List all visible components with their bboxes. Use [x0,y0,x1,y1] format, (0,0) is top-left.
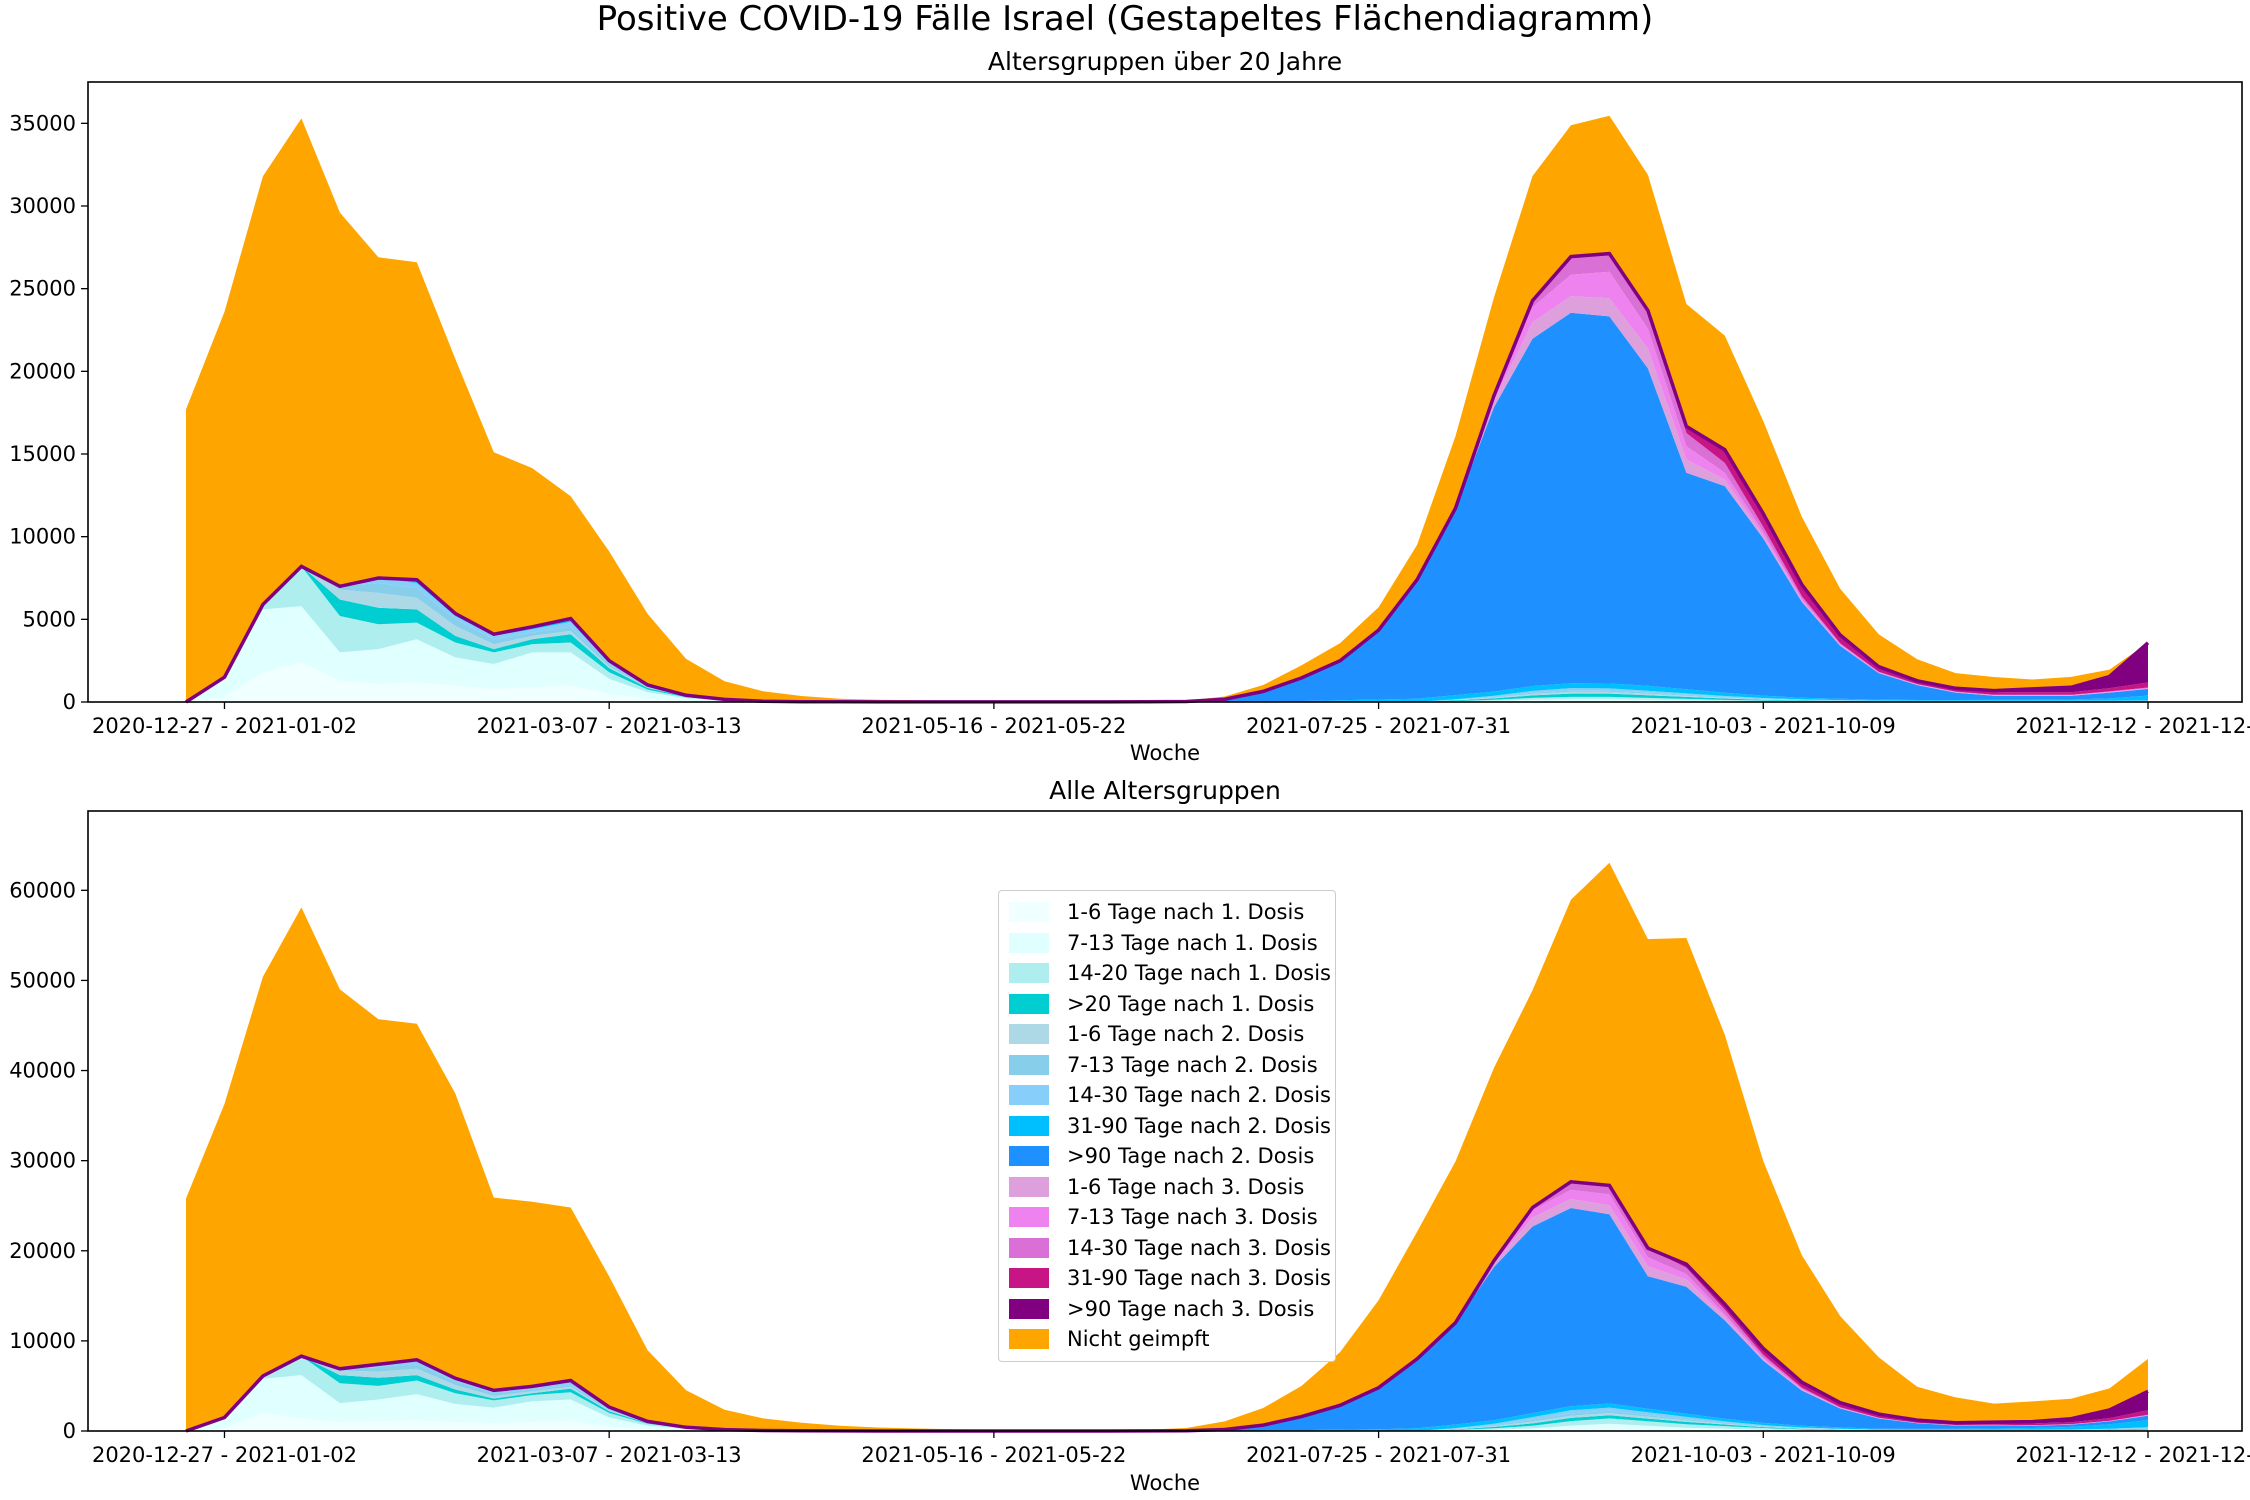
legend: 1-6 Tage nach 1. Dosis 7-13 Tage nach 1. … [998,890,1336,1362]
legend-swatch [1009,1268,1049,1289]
legend-label: 7-13 Tage nach 3. Dosis [1067,1205,1318,1230]
area-14-30-tage-nach-2-dosis-top [186,566,2148,702]
chart-subtitle-top: Altersgruppen über 20 Jahre [988,47,1342,76]
legend-entry-14-30-tage-nach-3-dosis: 14-30 Tage nach 3. Dosis [1009,1233,1331,1264]
y-axis-top: 0 5000 10000 15000 20000 25000 30000 35000 [9,111,88,714]
legend-entry-7-13-tage-nach-2-dosis: 7-13 Tage nach 2. Dosis [1009,1050,1325,1081]
x-axis-label-bottom: Woche [1130,1471,1200,1495]
x-tick-label: 2020-12-27 - 2021-01-02 [92,714,357,738]
area-90-tage-nach-2-dosis-top [186,312,2148,702]
legend-entry-1-6-tage-nach-3-dosis: 1-6 Tage nach 3. Dosis [1009,1172,1325,1203]
legend-swatch [1009,902,1049,923]
x-tick-label: 2021-03-07 - 2021-03-13 [477,1443,742,1467]
legend-entry-7-13-tage-nach-3-dosis: 7-13 Tage nach 3. Dosis [1009,1202,1325,1233]
legend-entry-31-90-tage-nach-2-dosis: 31-90 Tage nach 2. Dosis [1009,1111,1331,1142]
y-axis-bottom: 0 10000 20000 30000 40000 50000 60000 [9,878,88,1443]
legend-label: 1-6 Tage nach 1. Dosis [1067,900,1305,925]
area-1-6-tage-nach-1-dosis-top [186,662,2148,702]
legend-entry-1-6-tage-nach-1-dosis: 1-6 Tage nach 1. Dosis [1009,897,1325,928]
x-tick-label: 2021-12-12 - 2021-12-18 [2015,714,2250,738]
y-tick-label: 50000 [9,968,76,992]
x-tick-label: 2020-12-27 - 2021-01-02 [92,1443,357,1467]
legend-label: 1-6 Tage nach 3. Dosis [1067,1174,1305,1199]
plot-frame-bottom [87,810,2243,1432]
legend-entry-20-tage-nach-1-dosis: >20 Tage nach 1. Dosis [1009,989,1325,1020]
legend-swatch [1009,1054,1049,1075]
y-tick-label: 25000 [9,277,76,301]
legend-label: 7-13 Tage nach 1. Dosis [1067,930,1318,955]
plot-frame-top [87,81,2243,703]
y-tick-label: 5000 [23,607,76,631]
legend-entry-31-90-tage-nach-3-dosis: 31-90 Tage nach 3. Dosis [1009,1263,1331,1294]
area-20-tage-nach-1-dosis-bottom [186,1356,2148,1431]
legend-label: >90 Tage nach 3. Dosis [1067,1296,1315,1321]
legend-label: 14-20 Tage nach 1. Dosis [1067,961,1331,986]
legend-swatch [1009,1024,1049,1045]
legend-label: 1-6 Tage nach 2. Dosis [1067,1022,1305,1047]
y-tick-label: 30000 [9,1149,76,1173]
y-tick-label: 15000 [9,442,76,466]
legend-swatch [1009,1115,1049,1136]
area-nicht-geimpft-bottom [186,862,2148,1431]
x-tick-label: 2021-05-16 - 2021-05-22 [861,714,1126,738]
legend-swatch [1009,1207,1049,1228]
legend-swatch [1009,1146,1049,1167]
legend-label: Nicht geimpft [1067,1327,1210,1352]
y-tick-label: 10000 [9,1329,76,1353]
chart-panel-top: Altersgruppen über 20 Jahre 2020-12-27 -… [9,47,2250,765]
legend-label: >20 Tage nach 1. Dosis [1067,991,1315,1016]
legend-swatch [1009,1085,1049,1106]
legend-label: 7-13 Tage nach 2. Dosis [1067,1052,1318,1077]
y-tick-label: 30000 [9,194,76,218]
y-tick-label: 40000 [9,1059,76,1083]
legend-swatch [1009,1237,1049,1258]
x-tick-label: 2021-07-25 - 2021-07-31 [1246,1443,1511,1467]
legend-entry-7-13-tage-nach-1-dosis: 7-13 Tage nach 1. Dosis [1009,928,1325,959]
figure-title: Positive COVID-19 Fälle Israel (Gestapel… [597,0,1654,39]
legend-entry-14-30-tage-nach-2-dosis: 14-30 Tage nach 2. Dosis [1009,1080,1331,1111]
x-tick-label: 2021-10-03 - 2021-10-09 [1631,1443,1896,1467]
x-tick-label: 2021-03-07 - 2021-03-13 [477,714,742,738]
legend-label: 31-90 Tage nach 2. Dosis [1067,1113,1331,1138]
x-tick-label: 2021-07-25 - 2021-07-31 [1246,714,1511,738]
area-layers-bottom [186,862,2148,1431]
x-axis-label-top: Woche [1130,741,1200,765]
area-layers-top [186,115,2148,702]
x-tick-label: 2021-05-16 - 2021-05-22 [861,1443,1126,1467]
y-tick-label: 20000 [9,359,76,383]
legend-entry-1-6-tage-nach-2-dosis: 1-6 Tage nach 2. Dosis [1009,1019,1325,1050]
legend-label: 14-30 Tage nach 2. Dosis [1067,1083,1331,1108]
y-tick-label: 0 [63,1419,76,1443]
legend-entry-90-tage-nach-3-dosis: >90 Tage nach 3. Dosis [1009,1294,1325,1325]
y-tick-label: 20000 [9,1239,76,1263]
legend-swatch [1009,1176,1049,1197]
legend-entry-14-20-tage-nach-1-dosis: 14-20 Tage nach 1. Dosis [1009,958,1331,989]
legend-swatch [1009,993,1049,1014]
x-axis-bottom: 2020-12-27 - 2021-01-02 2021-03-07 - 2021… [92,1431,2250,1467]
x-tick-label: 2021-12-12 - 2021-12-18 [2015,1443,2250,1467]
x-axis-top: 2020-12-27 - 2021-01-02 2021-03-07 - 2021… [92,702,2250,738]
y-tick-label: 0 [63,690,76,714]
y-tick-label: 35000 [9,111,76,135]
area-1-6-tage-nach-1-dosis-bottom [186,1413,2148,1431]
legend-label: >90 Tage nach 2. Dosis [1067,1144,1315,1169]
area-31-90-tage-nach-2-dosis-bottom [186,1356,2148,1431]
y-tick-label: 10000 [9,525,76,549]
area-90-tage-nach-2-dosis-bottom [186,1208,2148,1431]
legend-swatch [1009,1298,1049,1319]
legend-entry-nicht-geimpft: Nicht geimpft [1009,1324,1325,1355]
chart-panel-bottom: Alle Altersgruppen 2020-12-27 - 2021-01-… [9,776,2250,1495]
legend-entry-90-tage-nach-2-dosis: >90 Tage nach 2. Dosis [1009,1141,1325,1172]
legend-swatch [1009,1329,1049,1350]
x-tick-label: 2021-10-03 - 2021-10-09 [1631,714,1896,738]
chart-subtitle-bottom: Alle Altersgruppen [1049,776,1281,805]
legend-swatch [1009,963,1049,984]
y-tick-label: 60000 [9,878,76,902]
legend-label: 14-30 Tage nach 3. Dosis [1067,1235,1331,1260]
legend-swatch [1009,932,1049,953]
legend-label: 31-90 Tage nach 3. Dosis [1067,1266,1331,1291]
area-nicht-geimpft-top [186,115,2148,702]
